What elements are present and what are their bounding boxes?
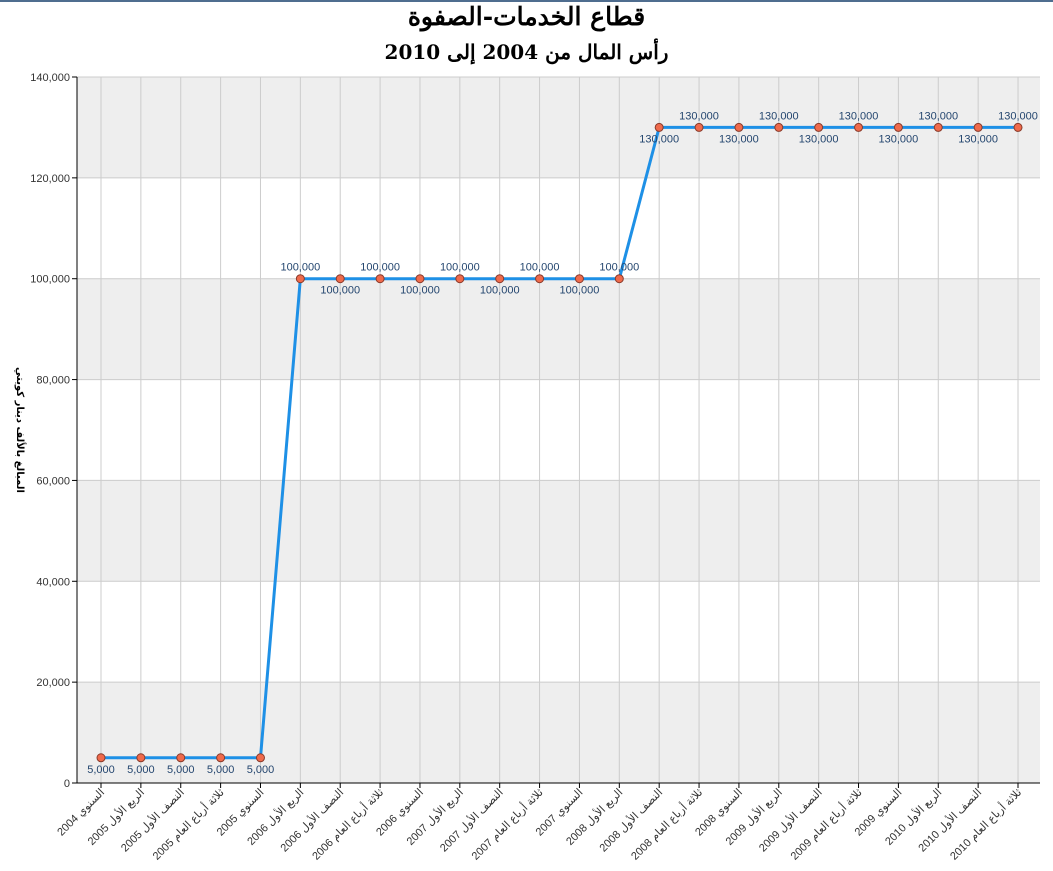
data-point — [933, 122, 943, 132]
data-labels: 5,000 5,000 5,000 5,000 5,000100,000100,0001… — [87, 110, 1038, 775]
data-point — [295, 274, 305, 284]
x-tick-label: ثلاثة أرباع العام 2005 — [149, 785, 226, 862]
data-label: 5,000 — [167, 764, 195, 776]
vertical-gridlines — [100, 77, 1019, 783]
data-label: 100,000 — [280, 262, 320, 274]
data-point — [1013, 122, 1023, 132]
data-label: 100,000 — [440, 262, 480, 274]
axes — [76, 77, 1040, 784]
data-point — [335, 274, 345, 284]
x-tick-label: ثلاثة أرباع العام 2007 — [468, 785, 545, 862]
data-label: 100,000 — [480, 285, 520, 297]
data-point — [814, 122, 824, 132]
data-label: 130,000 — [799, 133, 839, 145]
y-tick-label: 140,000 — [30, 72, 70, 84]
data-label: 130,000 — [839, 110, 879, 122]
data-label: 130,000 — [719, 133, 759, 145]
data-point — [774, 122, 784, 132]
data-point — [734, 122, 744, 132]
chart-subtitle: رأس المال من 2004 إلى 2010 — [384, 40, 669, 64]
data-label: 130,000 — [759, 110, 799, 122]
data-point — [216, 753, 226, 763]
data-points — [96, 122, 1023, 763]
data-point — [455, 274, 465, 284]
data-point — [574, 274, 584, 284]
y-tick-label: 80,000 — [36, 375, 70, 387]
grid-band — [77, 682, 1040, 783]
data-point — [694, 122, 704, 132]
data-label: 100,000 — [520, 262, 560, 274]
y-tick-label: 100,000 — [30, 274, 70, 286]
data-point — [375, 274, 385, 284]
chart-title: قطاع الخدمات-الصفوة — [407, 2, 646, 31]
y-tick-label: 40,000 — [36, 576, 70, 588]
data-label: 5,000 — [127, 764, 155, 776]
data-label: 5,000 — [247, 764, 275, 776]
data-label: 100,000 — [560, 285, 600, 297]
data-point — [654, 122, 664, 132]
grid-band — [77, 278, 1040, 380]
data-label: 130,000 — [918, 110, 958, 122]
data-point — [255, 753, 265, 763]
data-point — [893, 122, 903, 132]
y-tick-label: 0 — [64, 778, 70, 790]
top-border — [0, 0, 1053, 2]
grid-bands — [77, 76, 1040, 784]
y-tick-label: 60,000 — [36, 475, 70, 487]
y-axis-label: المبالغ بالألف دينار كويتي — [14, 367, 27, 493]
y-tick-label: 20,000 — [36, 677, 70, 689]
data-point — [535, 274, 545, 284]
data-point — [614, 274, 624, 284]
grid-band — [77, 480, 1040, 582]
data-label: 5,000 — [87, 764, 115, 776]
data-label: 100,000 — [360, 262, 400, 274]
data-label: 130,000 — [679, 110, 719, 122]
x-tick-label: ثلاثة أرباع العام 2009 — [787, 785, 864, 862]
data-point — [96, 753, 106, 763]
data-point — [415, 274, 425, 284]
data-point — [973, 122, 983, 132]
data-label: 130,000 — [998, 110, 1038, 122]
data-label: 130,000 — [879, 133, 919, 145]
y-tick-labels: 0 20,000 40,000 60,000 80,000 100,000 120,000 1… — [30, 72, 77, 790]
data-label: 100,000 — [320, 285, 360, 297]
x-tick-label: ثلاثة أرباع العام 2006 — [309, 785, 386, 862]
x-tick-label: ثلاثة أرباع العام 2010 — [947, 785, 1024, 862]
data-label: 130,000 — [639, 133, 679, 145]
data-point — [176, 753, 186, 763]
data-point — [854, 122, 864, 132]
data-point — [136, 753, 146, 763]
data-label: 100,000 — [599, 262, 639, 274]
data-point — [495, 274, 505, 284]
x-tick-label: ثلاثة أرباع العام 2008 — [628, 785, 705, 862]
data-label: 100,000 — [400, 285, 440, 297]
data-label: 5,000 — [207, 764, 235, 776]
data-label: 130,000 — [958, 133, 998, 145]
series-line — [101, 125, 1019, 760]
y-tick-label: 120,000 — [30, 173, 70, 185]
